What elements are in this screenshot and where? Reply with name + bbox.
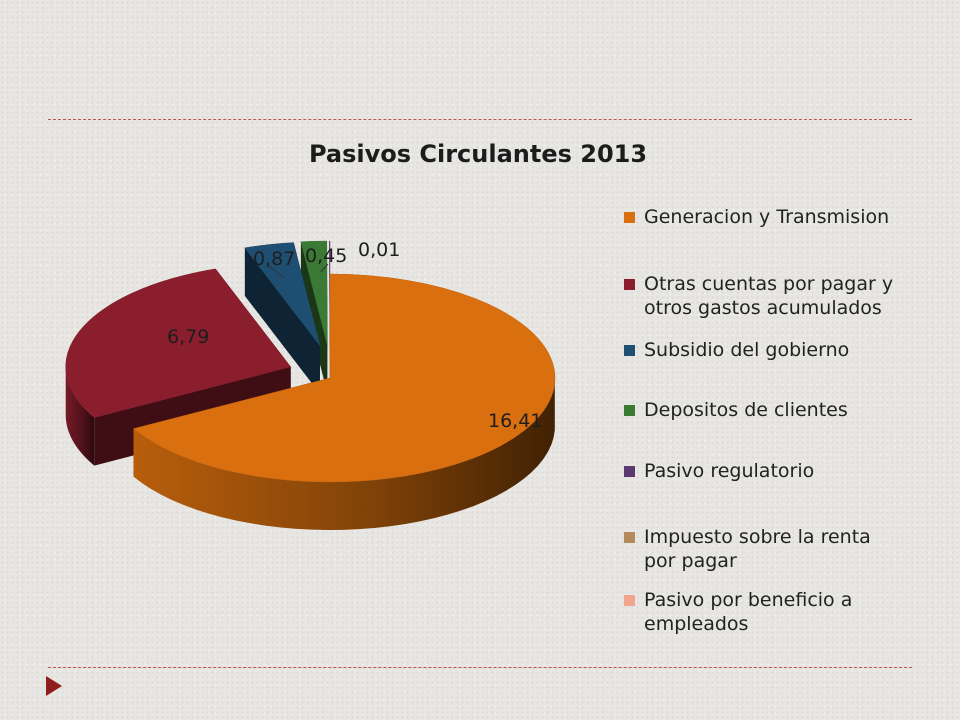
legend-label-line: Depositos de clientes <box>644 399 848 421</box>
pie-slice-top <box>244 242 321 347</box>
pie-slice-rim <box>133 382 555 530</box>
pie-slice-2 <box>244 242 321 394</box>
pie-slice-top <box>65 268 292 418</box>
pie-slice-wall <box>300 241 328 394</box>
leader-line-2 <box>268 265 285 279</box>
slide-arrow-icon <box>46 676 62 696</box>
top-divider <box>48 119 912 120</box>
legend-label-line: Impuesto sobre la renta <box>644 526 871 548</box>
legend-label-1: Otras cuentas por pagar y otros gastos ac… <box>644 272 893 320</box>
legend-label-line: Pasivo regulatorio <box>644 460 815 482</box>
legend-label-4: Pasivo regulatorio <box>644 459 814 483</box>
legend-label-line: por pagar <box>644 550 737 572</box>
pie-slice-wall <box>244 247 321 394</box>
legend-label-5: Impuesto sobre la renta por pagar <box>644 525 871 573</box>
legend-swatch-6 <box>624 595 635 606</box>
chart-title: Pasivos Circulantes 2013 <box>0 140 960 168</box>
legend-label-3: Depositos de clientes <box>644 398 848 422</box>
pie-slice-0 <box>132 273 556 530</box>
leader-line-3 <box>320 263 329 273</box>
legend-swatch-4 <box>624 466 635 477</box>
data-label-0: 16,41 <box>488 410 542 432</box>
legend-label-line: Otras cuentas por pagar y <box>644 273 894 295</box>
pie-slice-top <box>300 240 328 346</box>
legend-label-line: Generacion y Transmision <box>644 206 890 228</box>
legend-swatch-2 <box>624 345 635 356</box>
chart-title-text: Pasivos Circulantes 2013 <box>308 140 648 168</box>
pie-slice-3 <box>300 240 328 394</box>
data-label-2: 0,87 <box>253 248 295 270</box>
legend-label-2: Subsidio del gobierno <box>644 338 849 362</box>
legend-label-line: otros gastos acumulados <box>644 297 882 319</box>
legend-swatch-0 <box>624 212 635 223</box>
data-label-4: 0,01 <box>358 239 400 261</box>
legend-label-line: Pasivo por beneficio a <box>644 589 853 611</box>
legend-label-line: Subsidio del gobierno <box>644 339 850 361</box>
legend-label-6: Pasivo por beneficio a empleados <box>644 588 852 636</box>
legend-swatch-3 <box>624 405 635 416</box>
legend-swatch-1 <box>624 279 635 290</box>
legend-swatch-5 <box>624 532 635 543</box>
data-label-3: 0,45 <box>305 245 347 267</box>
data-label-1: 6,79 <box>167 326 209 348</box>
legend-label-0: Generacion y Transmision <box>644 205 889 229</box>
legend-label-line: empleados <box>644 613 749 635</box>
pie-slice-top <box>132 273 556 483</box>
pie-slice-rim <box>65 365 95 466</box>
bottom-divider <box>48 667 912 668</box>
